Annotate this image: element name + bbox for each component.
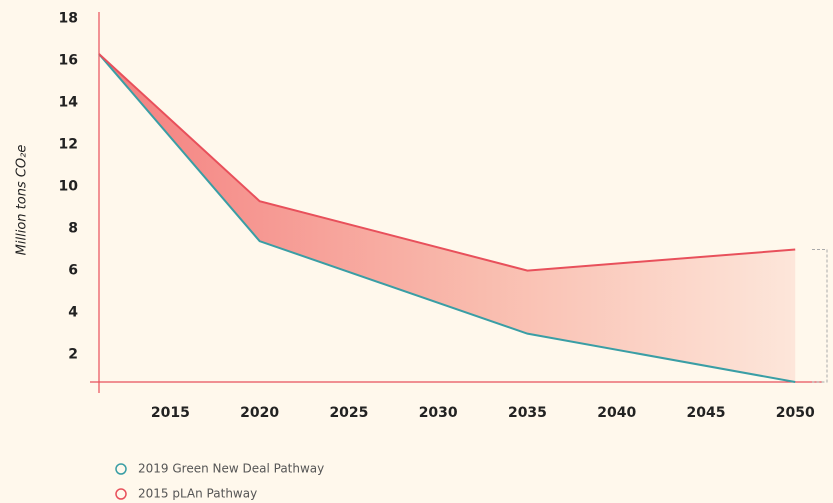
series-line <box>98 53 796 383</box>
x-tick-label: 2020 <box>240 405 279 421</box>
band <box>99 54 796 382</box>
y-tick-label: 14 <box>59 94 79 110</box>
x-tick-label: 2025 <box>329 405 368 421</box>
legend-label: 2015 pLAn Pathway <box>138 487 257 501</box>
y-tick-label: 18 <box>59 10 78 26</box>
x-tick-label: 2030 <box>419 405 458 421</box>
y-tick-label: 10 <box>59 178 79 194</box>
gap-bracket <box>812 249 828 383</box>
y-tick-label: 6 <box>68 263 78 279</box>
x-tick-label: 2050 <box>776 405 815 421</box>
x-tick-label: 2040 <box>597 405 636 421</box>
legend-label: 2019 Green New Deal Pathway <box>138 462 324 476</box>
x-tick-label: 2035 <box>508 405 547 421</box>
x-tick-label: 2045 <box>686 405 725 421</box>
legend-marker <box>115 488 127 500</box>
y-tick-label: 2 <box>68 347 78 363</box>
y-tick-label: 8 <box>68 221 78 237</box>
legend-marker <box>115 463 127 475</box>
y-tick-label: 4 <box>68 305 78 321</box>
y-tick-label: 12 <box>59 136 78 152</box>
y-tick-label: 16 <box>59 52 78 68</box>
series-line <box>98 53 796 272</box>
y-axis-label: Million tons CO₂e <box>15 145 30 256</box>
x-tick-label: 2015 <box>151 405 190 421</box>
